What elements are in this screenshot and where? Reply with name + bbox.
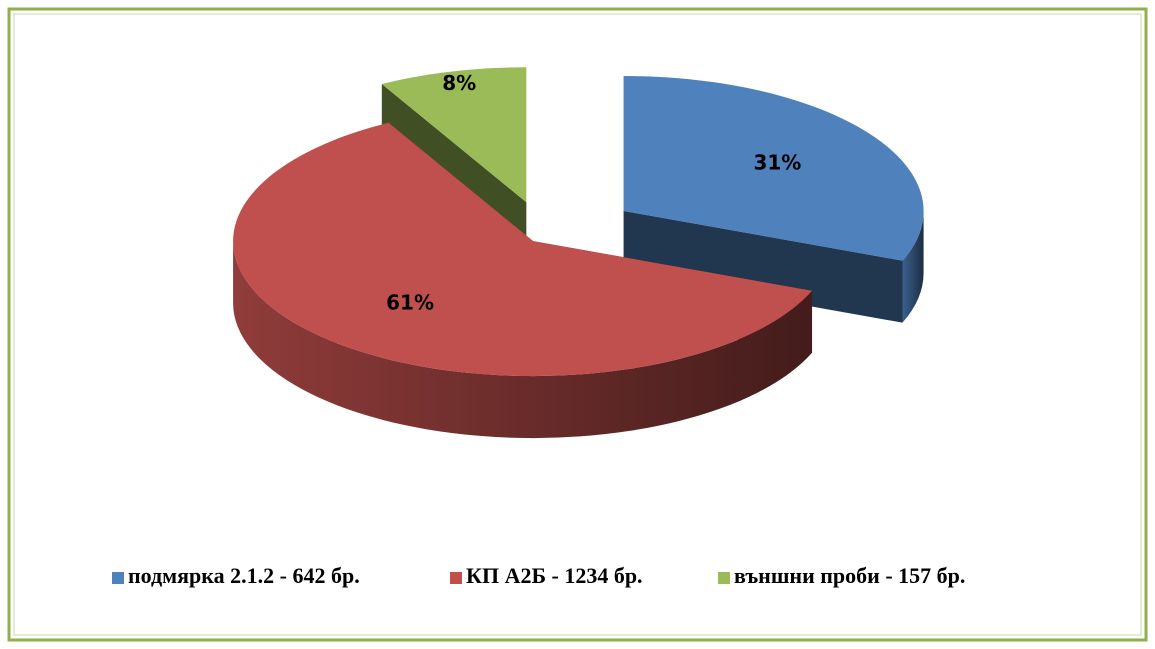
legend-swatch — [718, 572, 730, 584]
pie-slice — [233, 122, 813, 439]
slice-top — [381, 67, 527, 203]
slice-wall — [623, 210, 903, 323]
slice-side — [902, 210, 924, 323]
legend-swatch — [450, 572, 462, 584]
legend-swatch — [112, 572, 124, 584]
legend-label: външни проби - 157 бр. — [734, 563, 965, 588]
legend-label: КП А2Б - 1234 бр. — [466, 563, 643, 588]
pie-slice — [623, 75, 924, 323]
data-label: 31% — [753, 150, 801, 174]
slice-side — [233, 241, 813, 439]
legend-label: подмярка 2.1.2 - 642 бр. — [128, 563, 360, 588]
legend: подмярка 2.1.2 - 642 бр. КП А2Б - 1234 бр… — [112, 563, 965, 588]
data-label: 8% — [442, 71, 476, 95]
chart-inner-frame — [13, 13, 1142, 636]
slice-top — [623, 75, 924, 261]
slice-top — [233, 122, 813, 377]
data-label: 61% — [386, 290, 434, 314]
